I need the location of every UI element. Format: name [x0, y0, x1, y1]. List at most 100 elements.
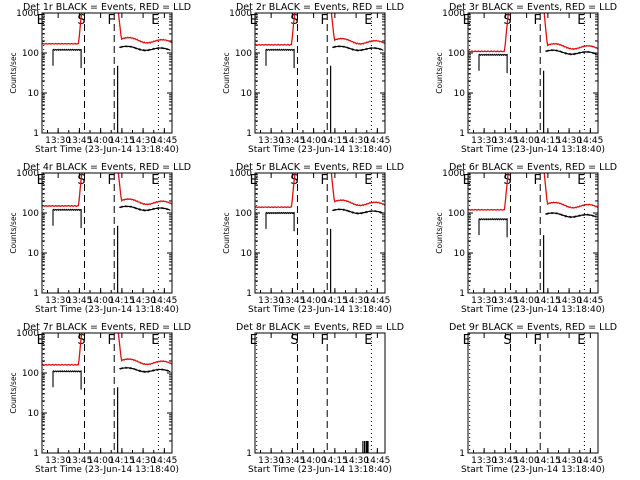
y-tick-label: 1: [246, 449, 252, 459]
y-tick-label: 100: [22, 369, 39, 379]
x-tick-label: 13:30: [471, 296, 497, 306]
event-marker-label: E: [577, 333, 585, 348]
lld-series-line: [255, 172, 385, 209]
y-tick-label: 1000: [442, 9, 465, 19]
x-tick-label: 14:00: [514, 136, 540, 146]
x-tick-label: 14:45: [151, 456, 177, 466]
y-tick-label: 1000: [16, 9, 39, 19]
plot-frame: [41, 172, 173, 294]
x-tick-label: 14:30: [130, 136, 156, 146]
events-series-line-pre: [478, 53, 508, 74]
y-tick-label: 100: [235, 49, 252, 59]
lld-series-line: [255, 12, 385, 46]
x-tick-label: 14:00: [514, 456, 540, 466]
x-tick-label: 13:30: [258, 456, 284, 466]
y-tick-label: 1000: [442, 169, 465, 179]
x-tick-label: 14:30: [343, 136, 369, 146]
lld-series-line: [42, 12, 172, 45]
x-tick-label: 14:15: [322, 296, 348, 306]
x-tick-label: 13:45: [279, 456, 305, 466]
plot-frame: [41, 12, 173, 134]
y-tick-label: 1: [459, 129, 465, 139]
series-group: [468, 172, 598, 293]
panel-det-5r: Det 5r BLACK = Events, RED = LLD 1 10 100 10…: [222, 162, 404, 315]
lld-series-line: [42, 172, 172, 208]
event-marker-label: F: [533, 173, 540, 188]
y-tick-label: 10: [28, 89, 40, 99]
y-tick-label: 10: [241, 249, 253, 259]
event-marker-label: S: [503, 333, 511, 348]
events-series-line-post: [119, 45, 171, 52]
y-tick-label: 100: [235, 209, 252, 219]
x-tick-label: 14:00: [514, 296, 540, 306]
x-tick-label: 14:30: [130, 296, 156, 306]
events-series-line-post: [332, 45, 384, 52]
event-marker-label: E: [463, 13, 471, 28]
x-tick-label: 13:45: [492, 296, 518, 306]
y-tick-label: 10: [28, 249, 40, 259]
x-tick-label: 14:15: [535, 456, 561, 466]
y-tick-label: 10: [241, 89, 253, 99]
events-series-line-pre: [265, 48, 295, 69]
y-tick-label: 100: [22, 49, 39, 59]
y-tick-label: 1000: [229, 9, 252, 19]
y-tick-label: 1: [246, 129, 252, 139]
event-marker-label: E: [250, 333, 258, 348]
x-tick-label: 13:45: [66, 296, 92, 306]
events-series-line-post: [545, 211, 597, 219]
y-tick-label: 1: [459, 289, 465, 299]
event-marker-label: E: [463, 173, 471, 188]
events-series-line-pre: [265, 211, 295, 232]
x-tick-label: 13:30: [45, 456, 71, 466]
x-tick-label: 14:00: [301, 136, 327, 146]
x-tick-label: 14:30: [343, 296, 369, 306]
x-tick-label: 14:00: [88, 456, 114, 466]
x-tick-label: 13:30: [258, 296, 284, 306]
panel-det-3r: Det 3r BLACK = Events, RED = LLD 1 10 100 10…: [435, 2, 617, 155]
y-tick-label: 1: [33, 289, 39, 299]
x-tick-label: 14:45: [364, 456, 390, 466]
y-tick-label: 1: [246, 289, 252, 299]
plot-frame: [467, 332, 599, 454]
x-tick-label: 14:45: [364, 136, 390, 146]
x-axis-label: Start Time (23-Jun-14 13:18:40): [35, 145, 179, 155]
panel-det-9r: Det 9r BLACK = Events, RED = LLD 1 13:3013…: [449, 322, 617, 475]
y-tick-label: 1: [459, 449, 465, 459]
x-axis-label: Start Time (23-Jun-14 13:18:40): [248, 465, 392, 475]
series-group: [42, 172, 172, 293]
y-tick-label: 1: [33, 129, 39, 139]
x-tick-label: 14:30: [343, 456, 369, 466]
event-marker-label: E: [37, 333, 45, 348]
x-tick-label: 13:45: [492, 136, 518, 146]
y-axis-label: Counts/sec: [222, 52, 231, 93]
x-tick-label: 14:00: [301, 296, 327, 306]
x-tick-label: 14:00: [301, 456, 327, 466]
y-axis-label: Counts/sec: [435, 212, 444, 253]
y-axis-label: Counts/sec: [9, 212, 18, 253]
panel-title: Det 8r BLACK = Events, RED = LLD: [236, 322, 404, 333]
event-marker-label: F: [533, 333, 540, 348]
x-tick-label: 13:30: [45, 136, 71, 146]
plot-frame: [467, 12, 599, 134]
events-series-line-post: [332, 208, 384, 215]
plot-frame: [467, 172, 599, 294]
x-tick-label: 13:45: [66, 136, 92, 146]
x-tick-label: 14:45: [151, 296, 177, 306]
y-axis-label: Counts/sec: [222, 212, 231, 253]
y-tick-label: 1000: [16, 329, 39, 339]
y-tick-label: 1000: [16, 169, 39, 179]
y-tick-label: 1: [33, 449, 39, 459]
series-group: [255, 172, 385, 293]
y-tick-label: 1000: [229, 169, 252, 179]
event-marker-label: E: [250, 173, 258, 188]
x-tick-label: 13:30: [258, 136, 284, 146]
panel-det-6r: Det 6r BLACK = Events, RED = LLD 1 10 100 10…: [435, 162, 617, 315]
x-tick-label: 14:15: [109, 296, 135, 306]
event-marker-label: E: [364, 173, 372, 188]
x-tick-label: 14:45: [577, 456, 603, 466]
event-marker-label: F: [107, 173, 114, 188]
x-tick-label: 14:30: [556, 296, 582, 306]
events-series-line-post: [119, 205, 171, 212]
event-marker-label: E: [577, 173, 585, 188]
event-marker-label: F: [107, 333, 114, 348]
